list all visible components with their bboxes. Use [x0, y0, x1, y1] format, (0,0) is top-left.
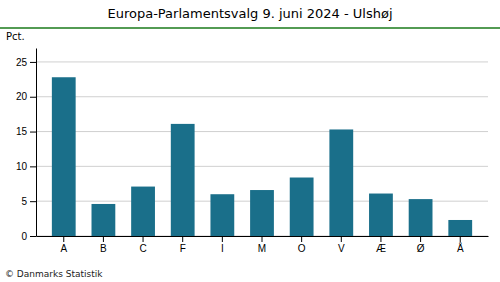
y-tick-label: 5	[21, 196, 27, 207]
x-tick-label: B	[100, 243, 107, 254]
chart-container: Europa-Parlamentsvalg 9. juni 2024 - Uls…	[0, 0, 500, 282]
bar	[210, 194, 234, 236]
bar	[409, 199, 433, 236]
chart: Europa-Parlamentsvalg 9. juni 2024 - Uls…	[0, 0, 500, 282]
x-tick-mark	[420, 236, 421, 242]
x-tick-mark	[380, 236, 381, 242]
y-tick: 25	[16, 57, 36, 68]
x-tick: A	[60, 236, 67, 254]
x-tick: Æ	[376, 236, 386, 254]
bar	[369, 194, 393, 236]
grid-line	[36, 166, 488, 167]
y-tick-mark	[30, 166, 36, 167]
y-tick: 0	[21, 231, 36, 242]
bar	[329, 129, 353, 236]
y-tick-mark	[30, 97, 36, 98]
title-rule	[0, 27, 500, 29]
x-tick: Ø	[417, 236, 425, 254]
x-tick: B	[100, 236, 107, 254]
y-tick-mark	[30, 62, 36, 63]
plot: 0 5 10 15 20 25 A B C F I M O V Æ Ø Å	[16, 49, 489, 255]
bar	[448, 220, 472, 236]
y-tick: 10	[16, 161, 36, 172]
y-tick-mark	[30, 132, 36, 133]
x-tick: I	[221, 236, 224, 254]
bars	[52, 77, 472, 236]
y-tick: 15	[16, 126, 36, 137]
x-tick-mark	[301, 236, 302, 242]
y-tick-label: 10	[16, 161, 28, 172]
x-tick: M	[258, 236, 266, 254]
grid-line	[36, 96, 488, 97]
x-tick-label: Ø	[417, 243, 425, 254]
x-tick-label: O	[298, 243, 306, 254]
y-tick-mark	[30, 201, 36, 202]
x-tick: V	[338, 236, 345, 254]
x-tick-label: Å	[457, 242, 464, 254]
footer: © Danmarks Statistik	[5, 269, 103, 279]
x-tick-mark	[341, 236, 342, 242]
x-tick: C	[139, 236, 146, 254]
y-tick-label: 20	[16, 91, 28, 102]
x-tick-label: V	[338, 243, 345, 254]
x-tick-label: Æ	[376, 243, 386, 254]
bar	[52, 77, 76, 236]
y-tick-label: 25	[16, 57, 28, 68]
x-tick-label: A	[60, 243, 67, 254]
x-tick-mark	[182, 236, 183, 242]
x-tick-label: I	[221, 243, 224, 254]
x-tick-mark	[262, 236, 263, 242]
x-axis: ABCFIMOVÆØÅ	[37, 236, 489, 254]
x-tick: F	[180, 236, 186, 254]
x-tick-mark	[460, 236, 461, 242]
y-tick-label: 0	[21, 231, 27, 242]
grid	[36, 62, 488, 236]
title: Europa-Parlamentsvalg 9. juni 2024 - Uls…	[107, 6, 392, 21]
y-tick: 5	[21, 196, 36, 207]
x-tick-label: F	[180, 243, 186, 254]
y-tick-label: 15	[16, 126, 28, 137]
x-tick: O	[298, 236, 306, 254]
x-tick-mark	[63, 236, 64, 242]
grid-line	[36, 61, 488, 62]
bar	[92, 204, 116, 236]
bar	[171, 124, 195, 236]
x-tick-label: M	[258, 243, 266, 254]
x-tick: Å	[457, 236, 464, 254]
y-axis-line	[36, 49, 37, 237]
grid-line	[36, 131, 488, 132]
bar	[290, 178, 314, 236]
x-tick-label: C	[139, 243, 146, 254]
x-tick-mark	[222, 236, 223, 242]
y-label: Pct.	[6, 31, 25, 42]
x-tick-mark	[143, 236, 144, 242]
bar	[131, 187, 155, 236]
y-tick-mark	[30, 236, 36, 237]
x-tick-mark	[103, 236, 104, 242]
bar	[250, 190, 274, 236]
y-axis: 0 5 10 15 20 25	[16, 49, 37, 242]
y-tick: 20	[16, 91, 36, 102]
